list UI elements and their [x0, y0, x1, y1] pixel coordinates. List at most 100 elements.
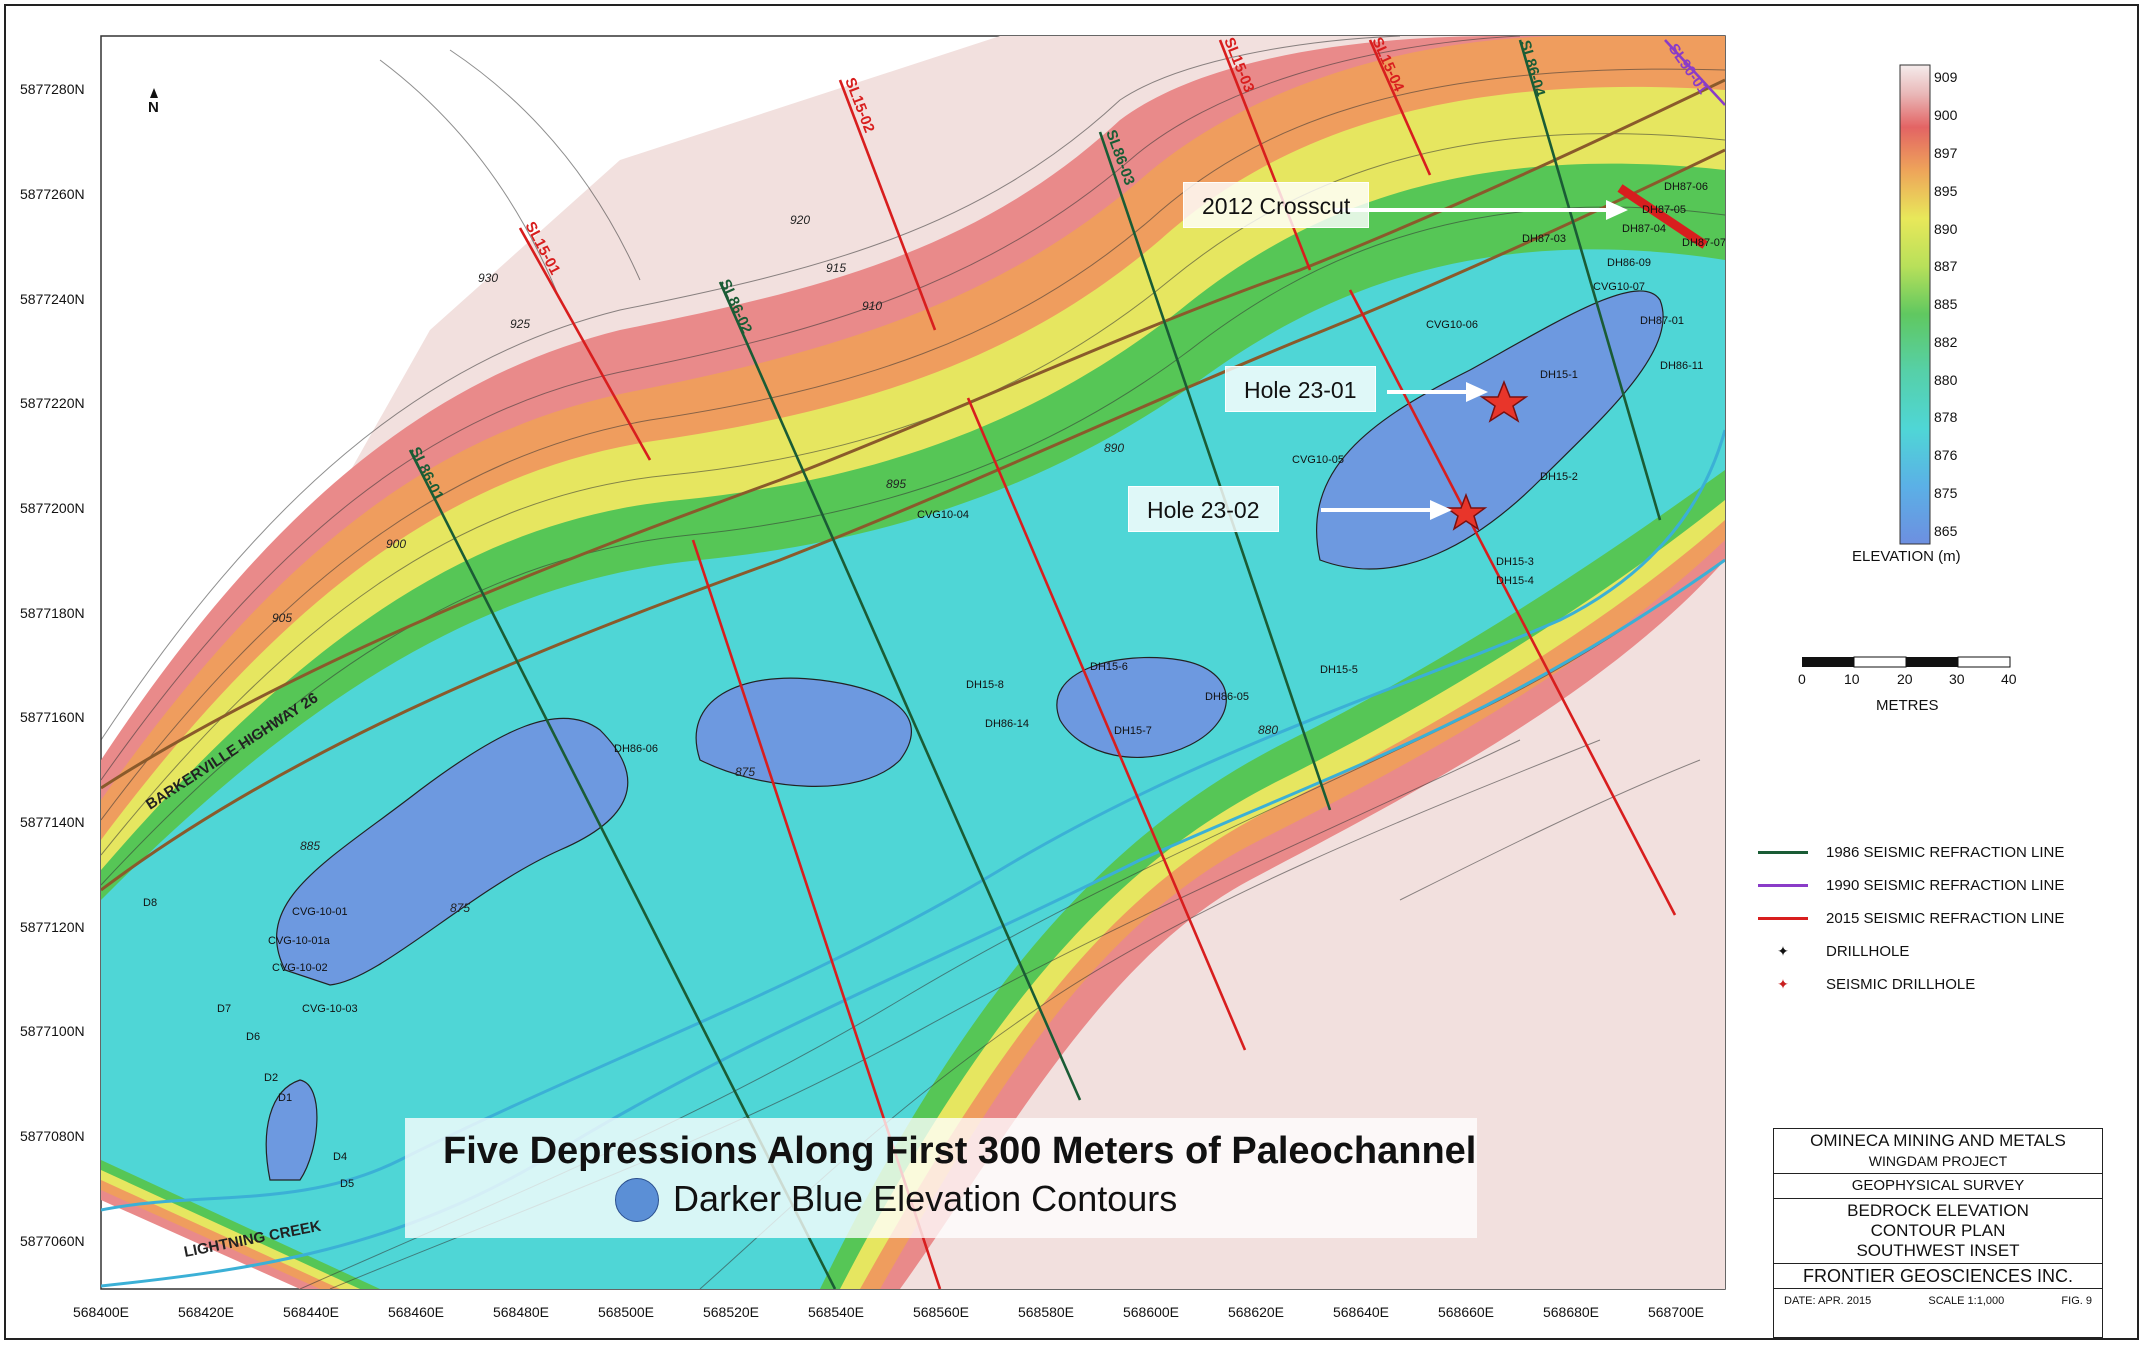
line-sl15-02 — [838, 79, 937, 331]
drillhole: DH87-01 — [1640, 315, 1684, 327]
drillhole: CVG-10-02 — [272, 962, 328, 974]
drillhole: DH15-4 — [1496, 575, 1534, 587]
drillhole: D5 — [340, 1178, 354, 1190]
line-sl90-01 — [1664, 39, 1725, 106]
scale-tick: 0 — [1798, 671, 1806, 687]
contour-label: 895 — [886, 477, 906, 491]
x-tick: 568560E — [913, 1304, 969, 1320]
title-block-footer: DATE: APR. 2015 SCALE 1:1,000 FIG. 9 — [1774, 1289, 2102, 1313]
drillhole: D2 — [264, 1072, 278, 1084]
contour-label: 875 — [450, 901, 470, 915]
colorbar-tick: 887 — [1934, 258, 1958, 274]
svg-text:CVG-10-01: CVG-10-01 — [292, 906, 348, 918]
y-tick: 5877140N — [20, 814, 85, 830]
line-sl86-04 — [1518, 39, 1662, 521]
scale-tick: 20 — [1897, 671, 1913, 687]
seismic-drillhole: DH15-5 — [1320, 664, 1358, 676]
drillhole: DH87-04 — [1622, 223, 1666, 235]
contour-value-labels: 930 925 920 915 910 905 900 895 890 885 … — [272, 213, 1278, 915]
drillhole: DH86-09 — [1607, 257, 1651, 269]
drawing-title-line: CONTOUR PLAN — [1870, 1221, 2006, 1240]
consultant-name: FRONTIER GEOSCIENCES INC. — [1774, 1264, 2102, 1289]
x-tick: 568520E — [703, 1304, 759, 1320]
svg-text:DH15-7: DH15-7 — [1114, 725, 1152, 737]
y-tick: 5877220N — [20, 395, 85, 411]
svg-text:DH87-03: DH87-03 — [1522, 233, 1566, 245]
legend-drillhole: ✦ DRILLHOLE — [1758, 943, 1909, 960]
y-tick: 5877200N — [20, 500, 85, 516]
creek-2 — [101, 558, 1725, 1288]
svg-text:CVG10-05: CVG10-05 — [1292, 454, 1344, 466]
annotation-banner: Five Depressions Along First 300 Meters … — [405, 1118, 1477, 1238]
drillhole: D4 — [333, 1151, 347, 1163]
x-tick: 568600E — [1123, 1304, 1179, 1320]
colorbar-tick: 876 — [1934, 447, 1958, 463]
line-sl86-03 — [1098, 131, 1332, 811]
drillhole: CVG10-06 — [1426, 319, 1478, 331]
y-tick: 5877260N — [20, 186, 85, 202]
depression-5 — [265, 1079, 318, 1181]
seismic-drillhole-icon: ✦ — [1777, 976, 1789, 992]
svg-text:DH86-06: DH86-06 — [614, 743, 658, 755]
svg-text:CVG10-07: CVG10-07 — [1593, 281, 1645, 293]
x-tick: 568580E — [1018, 1304, 1074, 1320]
colorbar-tick: 880 — [1934, 372, 1958, 388]
contour-label: 905 — [272, 611, 292, 625]
line-sl15-01 — [518, 227, 652, 461]
contour-label: 890 — [1104, 441, 1124, 455]
colorbar-tick: 909 — [1934, 69, 1958, 85]
svg-text:DH86-05: DH86-05 — [1205, 691, 1249, 703]
figure-number: FIG. 9 — [2061, 1295, 2092, 1307]
drillhole: CVG-10-01 — [292, 906, 348, 918]
hole-23-02-callout: Hole 23-02 — [1128, 486, 1279, 532]
legend-label: 1990 SEISMIC REFRACTION LINE — [1826, 877, 2065, 894]
banner-title: Five Depressions Along First 300 Meters … — [443, 1130, 1477, 1172]
svg-text:DH15-3: DH15-3 — [1496, 556, 1534, 568]
line-sl15-04 — [1368, 39, 1432, 176]
svg-text:DH87-05: DH87-05 — [1642, 204, 1686, 216]
svg-text:DH15-4: DH15-4 — [1496, 575, 1534, 587]
x-tick: 568540E — [808, 1304, 864, 1320]
drawing-scale: SCALE 1:1,000 — [1928, 1295, 2005, 1307]
blue-circle-icon — [615, 1178, 659, 1222]
svg-text:DH15-8: DH15-8 — [966, 679, 1004, 691]
svg-text:D5: D5 — [340, 1178, 354, 1190]
svg-text:DH87-04: DH87-04 — [1622, 223, 1666, 235]
legend-swatch — [1758, 917, 1808, 920]
x-tick: 568620E — [1228, 1304, 1284, 1320]
contour-label: 880 — [1258, 723, 1278, 737]
drillhole: DH86-14 — [985, 718, 1029, 730]
colorbar-tick: 885 — [1934, 296, 1958, 312]
survey-type: GEOPHYSICAL SURVEY — [1774, 1174, 2102, 1199]
drillhole-icon: ✦ — [1777, 943, 1789, 959]
drillhole: CVG10-05 — [1292, 454, 1344, 466]
svg-text:D4: D4 — [333, 1151, 347, 1163]
colorbar-tick: 900 — [1934, 107, 1958, 123]
y-tick: 5877160N — [20, 709, 85, 725]
contour-label: 910 — [862, 299, 882, 313]
x-tick: 568640E — [1333, 1304, 1389, 1320]
callout-arrows — [1321, 200, 1628, 520]
line-sl15-03 — [1218, 39, 1312, 271]
svg-text:D8: D8 — [143, 897, 157, 909]
drillhole: DH87-06 — [1664, 181, 1708, 193]
drillhole: D6 — [246, 1031, 260, 1043]
legend-swatch — [1758, 851, 1808, 854]
x-tick: 568400E — [73, 1304, 129, 1320]
svg-text:DH15-5: DH15-5 — [1320, 664, 1358, 676]
svg-text:CVG10-04: CVG10-04 — [917, 509, 969, 521]
y-tick: 5877080N — [20, 1128, 85, 1144]
drillholes: DH87-06 DH87-05 DH87-04 DH87-07 DH87-03 … — [143, 181, 1726, 1190]
drawing-date: DATE: APR. 2015 — [1784, 1295, 1872, 1307]
scale-bar: 0 10 20 30 40 — [1798, 656, 2017, 687]
hole-23-01-star-icon — [1479, 379, 1529, 423]
contour-label: 885 — [300, 839, 320, 853]
svg-text:CVG-10-01a: CVG-10-01a — [268, 935, 331, 947]
contour-label: 875 — [735, 765, 755, 779]
legend-label: 1986 SEISMIC REFRACTION LINE — [1826, 844, 2065, 861]
x-tick: 568440E — [283, 1304, 339, 1320]
scale-tick: 10 — [1844, 671, 1860, 687]
depressions — [265, 290, 1664, 1181]
seismic-drillhole: DH15-1 — [1540, 369, 1578, 381]
svg-text:DH87-01: DH87-01 — [1640, 315, 1684, 327]
